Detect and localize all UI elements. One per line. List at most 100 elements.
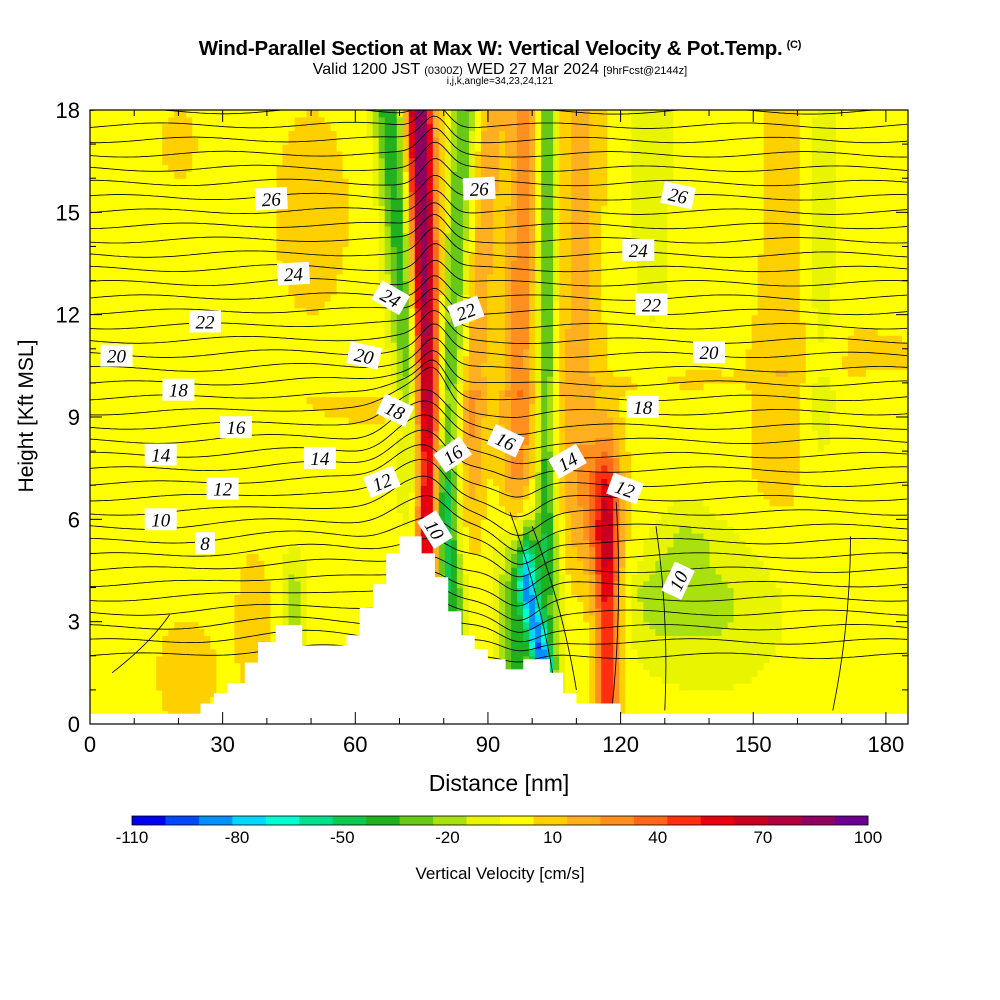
velocity-cell (895, 648, 903, 657)
velocity-cell (535, 567, 542, 575)
velocity-cell (480, 594, 488, 602)
velocity-cell (625, 498, 632, 507)
velocity-cell (661, 478, 669, 486)
velocity-cell (144, 601, 151, 609)
velocity-cell (547, 642, 554, 650)
velocity-cell (132, 676, 139, 684)
velocity-cell (727, 689, 735, 698)
velocity-cell (102, 546, 109, 555)
velocity-cell (781, 676, 789, 684)
velocity-cell (535, 648, 542, 657)
velocity-cell (763, 485, 771, 493)
velocity-cell (294, 587, 302, 595)
velocity-cell (577, 642, 584, 650)
velocity-cell (703, 505, 711, 514)
velocity-cell (492, 594, 500, 602)
velocity-cell (114, 560, 121, 568)
velocity-cell (571, 683, 578, 691)
velocity-cell (667, 485, 675, 493)
velocity-cell (108, 614, 115, 623)
velocity-cell (775, 526, 783, 534)
velocity-cell (102, 689, 109, 698)
velocity-cell (438, 471, 446, 479)
velocity-cell (553, 539, 560, 548)
velocity-cell (691, 683, 699, 691)
velocity-cell (174, 478, 181, 486)
velocity-cell (901, 512, 908, 520)
velocity-cell (318, 512, 326, 520)
velocity-cell (733, 546, 741, 555)
velocity-cell (625, 628, 632, 636)
velocity-cell (156, 696, 163, 705)
velocity-cell (354, 580, 362, 589)
velocity-cell (330, 553, 338, 561)
velocity-cell (577, 478, 584, 486)
velocity-cell (246, 587, 253, 595)
velocity-cell (499, 648, 506, 657)
velocity-cell (186, 628, 193, 636)
velocity-cell (601, 478, 608, 486)
velocity-cell (132, 628, 139, 636)
velocity-cell (132, 608, 139, 616)
velocity-cell (438, 505, 446, 514)
velocity-cell (745, 560, 753, 568)
velocity-cell (709, 676, 717, 684)
velocity-cell (258, 560, 266, 568)
velocity-cell (156, 580, 163, 589)
velocity-cell (817, 648, 825, 657)
velocity-cell (330, 526, 338, 534)
velocity-cell (150, 621, 157, 630)
velocity-cell (318, 519, 326, 527)
velocity-cell (96, 553, 103, 561)
velocity-cell (360, 526, 368, 534)
velocity-cell (595, 683, 602, 691)
velocity-cell (240, 505, 247, 514)
velocity-cell (649, 635, 656, 643)
velocity-cell (132, 546, 139, 555)
velocity-cell (661, 642, 669, 650)
velocity-cell (733, 519, 741, 527)
velocity-cell (138, 560, 145, 568)
velocity-cell (595, 669, 602, 677)
velocity-cell (613, 587, 620, 595)
velocity-cell (889, 553, 897, 561)
velocity-cell (817, 703, 825, 711)
velocity-cell (583, 471, 590, 479)
velocity-cell (541, 553, 548, 561)
velocity-cell (769, 648, 777, 657)
velocity-cell (108, 648, 115, 657)
velocity-cell (685, 696, 693, 705)
velocity-cell (787, 669, 795, 677)
velocity-cell (114, 614, 121, 623)
velocity-cell (108, 689, 115, 698)
velocity-cell (228, 621, 235, 630)
velocity-cell (553, 546, 560, 555)
velocity-cell (667, 553, 675, 561)
velocity-cell (691, 662, 699, 671)
velocity-cell (883, 546, 891, 555)
velocity-cell (192, 628, 199, 636)
velocity-cell (480, 567, 488, 575)
velocity-cell (637, 614, 644, 623)
velocity-cell (751, 628, 759, 636)
velocity-cell (889, 526, 897, 534)
velocity-cell (456, 539, 464, 548)
velocity-cell (342, 485, 350, 493)
velocity-cell (120, 703, 127, 711)
velocity-cell (468, 539, 476, 548)
velocity-cell (649, 594, 656, 602)
velocity-cell (559, 642, 566, 650)
velocity-cell (619, 648, 626, 657)
velocity-cell (811, 512, 819, 520)
velocity-cell (631, 580, 638, 589)
velocity-cell (787, 498, 795, 507)
velocity-cell (823, 519, 831, 527)
velocity-cell (721, 662, 729, 671)
velocity-cell (96, 519, 103, 527)
velocity-cell (709, 560, 717, 568)
velocity-cell (763, 587, 771, 595)
velocity-cell (655, 519, 662, 527)
velocity-cell (138, 594, 145, 602)
velocity-cell (835, 683, 843, 691)
velocity-cell (643, 621, 650, 630)
